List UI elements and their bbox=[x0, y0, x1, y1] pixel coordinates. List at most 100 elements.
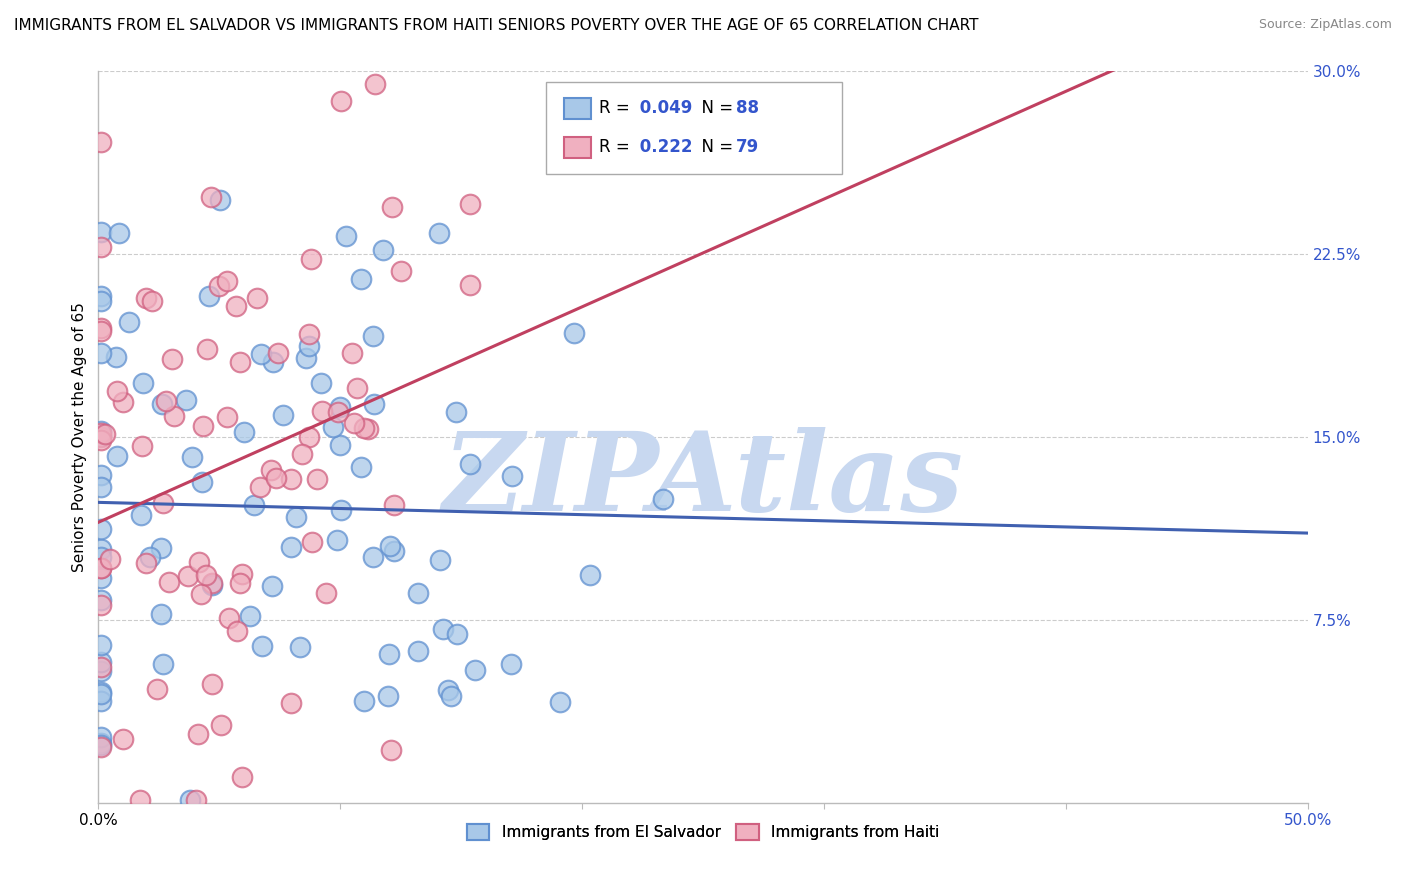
Point bbox=[163, 409, 186, 423]
Point bbox=[280, 696, 302, 710]
Point bbox=[191, 418, 214, 433]
Point bbox=[299, 252, 322, 267]
Point bbox=[267, 346, 290, 360]
Point bbox=[215, 274, 238, 288]
Point bbox=[184, 793, 207, 807]
Text: Source: ZipAtlas.com: Source: ZipAtlas.com bbox=[1258, 18, 1392, 31]
Point bbox=[329, 438, 352, 452]
Point bbox=[501, 657, 523, 671]
Text: ZIPAtlas: ZIPAtlas bbox=[443, 427, 963, 534]
Point bbox=[284, 509, 307, 524]
Point bbox=[90, 225, 112, 239]
Point bbox=[346, 381, 368, 395]
Point bbox=[353, 694, 375, 708]
Point bbox=[377, 647, 399, 661]
Point bbox=[112, 395, 135, 409]
Point bbox=[357, 422, 380, 436]
Point bbox=[329, 503, 352, 517]
Point bbox=[350, 271, 373, 285]
Point bbox=[90, 346, 112, 360]
Point bbox=[90, 684, 112, 698]
Point bbox=[162, 352, 184, 367]
Point bbox=[350, 459, 373, 474]
Point bbox=[190, 587, 212, 601]
Point bbox=[90, 656, 112, 670]
Point bbox=[377, 690, 399, 704]
Point bbox=[150, 607, 173, 622]
Point bbox=[280, 472, 302, 486]
Point bbox=[429, 552, 451, 566]
Point bbox=[90, 694, 112, 708]
Point bbox=[90, 664, 112, 678]
Point bbox=[262, 355, 284, 369]
Point bbox=[342, 346, 364, 360]
Point bbox=[108, 226, 131, 240]
Point bbox=[141, 293, 163, 308]
Point bbox=[246, 292, 269, 306]
Point bbox=[232, 425, 254, 440]
Point bbox=[195, 342, 218, 356]
Point bbox=[195, 568, 218, 582]
Point bbox=[135, 557, 157, 571]
Point bbox=[152, 657, 174, 671]
Point bbox=[181, 450, 204, 465]
Point bbox=[501, 468, 523, 483]
Point bbox=[150, 541, 173, 556]
Point bbox=[174, 392, 197, 407]
Point bbox=[329, 94, 352, 108]
Point bbox=[209, 718, 232, 732]
Point bbox=[201, 576, 224, 591]
Point bbox=[298, 339, 321, 353]
Point bbox=[378, 539, 401, 553]
Point bbox=[446, 626, 468, 640]
Point bbox=[90, 593, 112, 607]
Point bbox=[343, 416, 366, 430]
Point bbox=[250, 347, 273, 361]
Point bbox=[335, 229, 357, 244]
Point bbox=[231, 770, 253, 784]
Point bbox=[437, 682, 460, 697]
Point bbox=[90, 738, 112, 752]
Point bbox=[152, 496, 174, 510]
Point bbox=[380, 743, 402, 757]
Point bbox=[363, 397, 385, 411]
Point bbox=[112, 731, 135, 746]
Point bbox=[118, 315, 141, 329]
Point bbox=[440, 689, 463, 703]
Point bbox=[373, 243, 395, 257]
Point bbox=[464, 663, 486, 677]
Point bbox=[406, 585, 429, 599]
Point bbox=[225, 300, 247, 314]
Point bbox=[322, 419, 344, 434]
Point bbox=[90, 289, 112, 303]
Point bbox=[131, 439, 153, 453]
Point bbox=[90, 740, 112, 755]
FancyBboxPatch shape bbox=[546, 82, 842, 174]
Point bbox=[150, 397, 173, 411]
Point bbox=[250, 639, 273, 653]
Point bbox=[432, 622, 454, 636]
Point bbox=[129, 793, 152, 807]
Point bbox=[90, 522, 112, 536]
Point bbox=[361, 549, 384, 564]
Point bbox=[90, 321, 112, 335]
Point bbox=[135, 292, 157, 306]
Point bbox=[363, 329, 385, 343]
Y-axis label: Seniors Poverty Over the Age of 65: Seniors Poverty Over the Age of 65 bbox=[72, 302, 87, 572]
Point bbox=[427, 226, 450, 240]
Point bbox=[146, 681, 169, 696]
Point bbox=[229, 355, 252, 369]
Point bbox=[218, 611, 240, 625]
Point bbox=[179, 793, 201, 807]
Point bbox=[280, 541, 302, 555]
Point bbox=[228, 576, 250, 591]
Point bbox=[201, 577, 224, 591]
FancyBboxPatch shape bbox=[564, 137, 591, 158]
Point bbox=[157, 574, 180, 589]
Point bbox=[90, 239, 112, 253]
Point bbox=[90, 324, 112, 338]
Point bbox=[290, 640, 312, 654]
Point bbox=[298, 430, 321, 444]
Point bbox=[177, 569, 200, 583]
Point bbox=[188, 555, 211, 569]
